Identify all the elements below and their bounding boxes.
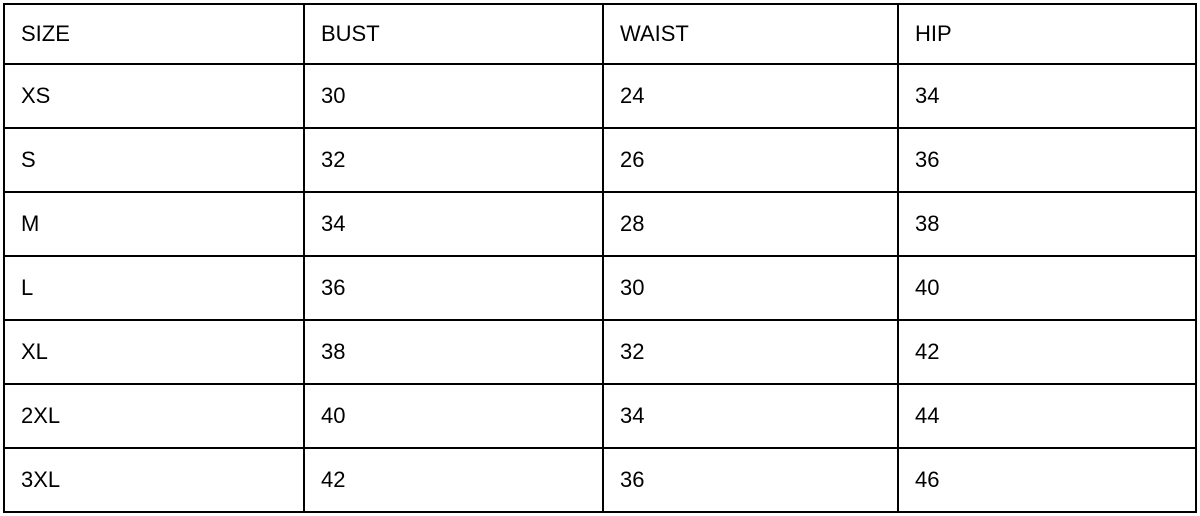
table-header-row: SIZE BUST WAIST HIP <box>3 3 1197 65</box>
waist-cell: 32 <box>602 319 899 385</box>
size-cell: XL <box>3 319 305 385</box>
size-cell: S <box>3 127 305 193</box>
size-cell: L <box>3 255 305 321</box>
waist-cell: 34 <box>602 383 899 449</box>
header-cell-hip: HIP <box>897 3 1197 65</box>
size-cell: XS <box>3 63 305 129</box>
waist-cell: 24 <box>602 63 899 129</box>
bust-cell: 30 <box>303 63 604 129</box>
table-row: XS 30 24 34 <box>3 63 1197 129</box>
table-row: S 32 26 36 <box>3 127 1197 193</box>
table-row: M 34 28 38 <box>3 191 1197 257</box>
waist-cell: 36 <box>602 447 899 513</box>
table-row: 3XL 42 36 46 <box>3 447 1197 513</box>
bust-cell: 32 <box>303 127 604 193</box>
table-row: L 36 30 40 <box>3 255 1197 321</box>
size-cell: 3XL <box>3 447 305 513</box>
bust-cell: 34 <box>303 191 604 257</box>
waist-cell: 30 <box>602 255 899 321</box>
hip-cell: 44 <box>897 383 1197 449</box>
hip-cell: 38 <box>897 191 1197 257</box>
bust-cell: 36 <box>303 255 604 321</box>
waist-cell: 26 <box>602 127 899 193</box>
size-chart-table: SIZE BUST WAIST HIP XS 30 24 34 S 32 26 … <box>3 3 1197 513</box>
size-cell: 2XL <box>3 383 305 449</box>
bust-cell: 42 <box>303 447 604 513</box>
hip-cell: 34 <box>897 63 1197 129</box>
hip-cell: 42 <box>897 319 1197 385</box>
table-row: 2XL 40 34 44 <box>3 383 1197 449</box>
hip-cell: 46 <box>897 447 1197 513</box>
hip-cell: 40 <box>897 255 1197 321</box>
header-cell-size: SIZE <box>3 3 305 65</box>
table-row: XL 38 32 42 <box>3 319 1197 385</box>
hip-cell: 36 <box>897 127 1197 193</box>
waist-cell: 28 <box>602 191 899 257</box>
size-cell: M <box>3 191 305 257</box>
bust-cell: 40 <box>303 383 604 449</box>
header-cell-waist: WAIST <box>602 3 899 65</box>
header-cell-bust: BUST <box>303 3 604 65</box>
bust-cell: 38 <box>303 319 604 385</box>
